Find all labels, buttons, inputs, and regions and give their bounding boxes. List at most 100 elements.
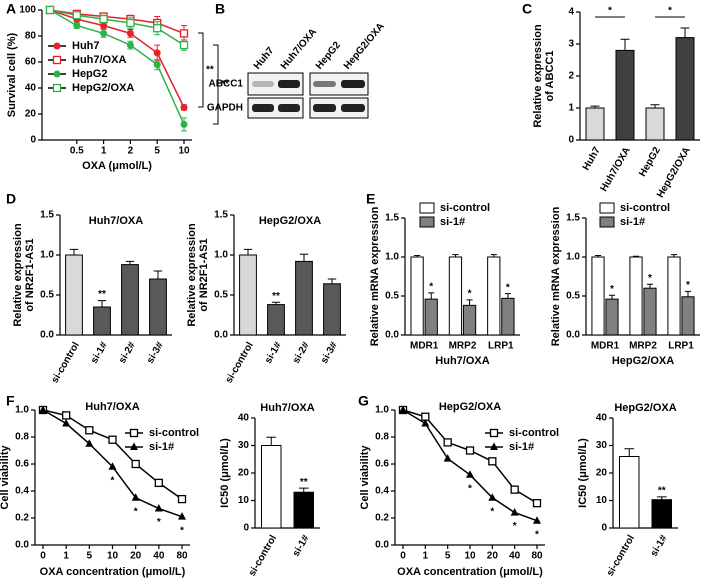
y-tick-label: 0.0 bbox=[375, 540, 389, 551]
marker bbox=[179, 40, 189, 50]
y-tick-label: 0.0 bbox=[15, 540, 29, 551]
bar bbox=[239, 254, 257, 336]
y-tick-label: 1 bbox=[568, 103, 574, 114]
y-tick-label: 30 bbox=[238, 440, 250, 451]
marker bbox=[108, 435, 117, 444]
x-tick-label: 1 bbox=[101, 146, 107, 157]
y-tick-label: 0 bbox=[568, 135, 574, 146]
marker bbox=[466, 470, 474, 478]
y-tick-label: 1.0 bbox=[15, 405, 29, 416]
y-tick-label: 40 bbox=[25, 83, 37, 94]
y-tick-label: 0.5 bbox=[566, 291, 580, 302]
chart-title: HepG2/OXA bbox=[614, 402, 676, 414]
marker bbox=[179, 29, 189, 38]
chart-title: HepG2/OXA bbox=[259, 215, 321, 227]
blot-box bbox=[309, 97, 369, 119]
panel-letter: F bbox=[6, 393, 15, 409]
x-tick-label: si-3# bbox=[145, 340, 166, 366]
x-tick-label: 5 bbox=[87, 551, 93, 562]
error-bar bbox=[620, 38, 630, 51]
y-tick-label: 20 bbox=[25, 109, 37, 120]
x-tick-label: si-control bbox=[50, 340, 82, 385]
marker bbox=[62, 411, 71, 420]
y-tick-label: 0.8 bbox=[15, 432, 29, 443]
legend-label: si-control bbox=[509, 427, 559, 439]
y-tick-label: 40 bbox=[238, 413, 250, 424]
x-tick-label: 0 bbox=[40, 551, 46, 562]
error-bar bbox=[97, 300, 107, 307]
significance: * bbox=[490, 506, 494, 517]
marker bbox=[488, 457, 497, 466]
annotation: * bbox=[608, 6, 612, 17]
marker bbox=[153, 49, 161, 57]
band bbox=[278, 104, 300, 112]
panel-letter: C bbox=[522, 1, 532, 17]
error-bar bbox=[624, 448, 635, 457]
marker bbox=[180, 120, 188, 128]
x-tick-label: si-1# bbox=[89, 340, 110, 366]
y-tick-label: 1.5 bbox=[40, 210, 54, 221]
series-line bbox=[49, 9, 185, 125]
x-tick-label: HepG2 bbox=[637, 145, 663, 179]
marker bbox=[73, 22, 81, 30]
legend-label: si-1# bbox=[509, 441, 534, 453]
legend-label: HepG2 bbox=[72, 68, 107, 80]
bar bbox=[605, 298, 619, 336]
annotation: ** bbox=[221, 79, 229, 90]
legend-swatch bbox=[599, 216, 615, 228]
legend-swatch bbox=[599, 202, 615, 214]
x-tick-label: MDR1 bbox=[410, 341, 439, 352]
y-axis-label: Relative mRNA expression bbox=[550, 206, 562, 346]
y-tick-label: 1.0 bbox=[385, 252, 399, 263]
error-bar bbox=[452, 254, 459, 257]
bar bbox=[645, 107, 665, 141]
x-tick-label: Huh7 bbox=[581, 145, 603, 173]
legend-label: Huh7/OXA bbox=[72, 54, 126, 66]
marker bbox=[85, 426, 94, 435]
y-tick-label: 0.0 bbox=[385, 330, 399, 341]
y-axis-label: Relative mRNA expression bbox=[369, 206, 381, 346]
y-tick-label: 100 bbox=[19, 5, 36, 16]
bar bbox=[121, 264, 139, 336]
y-tick-label: 10 bbox=[238, 495, 250, 506]
x-tick-label: 1 bbox=[423, 551, 429, 562]
y-tick-label: 0 bbox=[243, 523, 249, 534]
y-tick-label: 20 bbox=[238, 468, 250, 479]
y-tick-label: 20 bbox=[596, 468, 608, 479]
legend-label: si-control bbox=[440, 202, 490, 214]
marker bbox=[510, 508, 519, 516]
y-tick-label: 2 bbox=[568, 71, 574, 82]
x-tick-label: si-control bbox=[605, 533, 637, 578]
series-line bbox=[49, 9, 185, 46]
marker bbox=[443, 438, 452, 447]
x-axis-label: HepG2/OXA bbox=[612, 355, 674, 367]
x-tick-label: si-2# bbox=[117, 340, 138, 366]
significance: ** bbox=[300, 477, 308, 488]
x-tick-label: 0 bbox=[400, 551, 406, 562]
marker bbox=[180, 104, 188, 111]
significance: * bbox=[535, 529, 539, 540]
marker bbox=[178, 512, 186, 520]
x-axis-label: OXA concentration (μmol/L) bbox=[397, 566, 543, 578]
legend-label: si-1# bbox=[440, 216, 465, 228]
error-bar bbox=[670, 254, 678, 257]
band bbox=[252, 104, 274, 112]
row-label: ABCC1 bbox=[209, 79, 244, 90]
x-tick-label: si-1# bbox=[263, 340, 284, 366]
lane-label: Huh7 bbox=[252, 45, 277, 72]
y-tick-label: 3 bbox=[568, 39, 574, 50]
x-tick-label: 20 bbox=[130, 551, 142, 562]
x-tick-label: si-1# bbox=[291, 533, 312, 559]
y-axis-label: Cell viability bbox=[0, 445, 11, 510]
significance: * bbox=[468, 289, 472, 300]
x-tick-label: 10 bbox=[178, 146, 190, 157]
error-bar bbox=[125, 260, 135, 265]
y-axis-label: Cell viability bbox=[359, 445, 371, 510]
error-bar bbox=[428, 292, 435, 300]
significance: * bbox=[111, 475, 115, 486]
bar bbox=[149, 278, 167, 336]
blot-box bbox=[247, 72, 304, 96]
x-tick-label: LRP1 bbox=[668, 341, 694, 352]
band bbox=[313, 81, 336, 87]
